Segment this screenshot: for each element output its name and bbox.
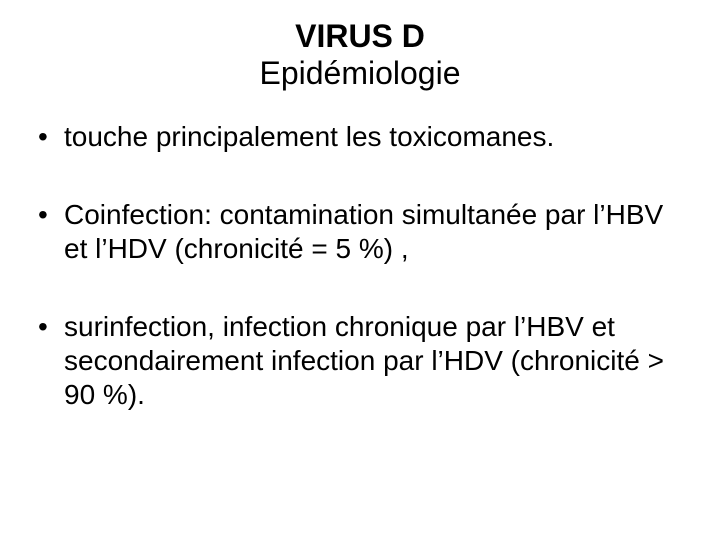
- bullet-list: touche principalement les toxicomanes. C…: [32, 120, 688, 413]
- title-block: VIRUS D Epidémiologie: [32, 18, 688, 92]
- slide: VIRUS D Epidémiologie touche principalem…: [0, 0, 720, 540]
- list-item: Coinfection: contamination simultanée pa…: [32, 198, 688, 266]
- title-main: VIRUS D: [32, 18, 688, 55]
- title-subtitle: Epidémiologie: [32, 55, 688, 92]
- list-item: touche principalement les toxicomanes.: [32, 120, 688, 154]
- list-item: surinfection, infection chronique par l’…: [32, 310, 688, 412]
